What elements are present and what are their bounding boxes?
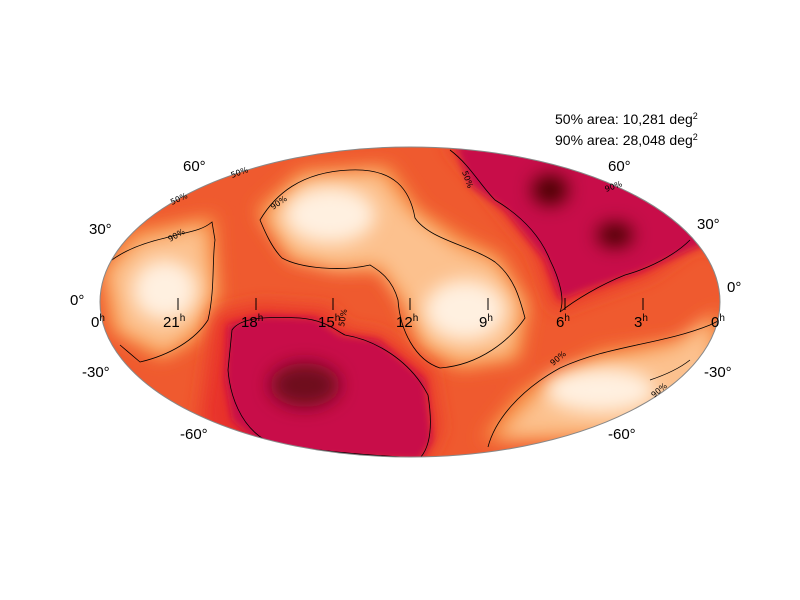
probability-map xyxy=(100,147,720,457)
lat-label-neg30-right: -30° xyxy=(704,364,732,381)
area-90-label: 90% area: 28,048 deg2 xyxy=(555,132,698,148)
contour-90-north xyxy=(259,169,526,369)
ra-label: 6h xyxy=(556,313,570,331)
area-50-label: 50% area: 10,281 deg2 xyxy=(555,111,698,127)
lat-label-30-right: 30° xyxy=(697,216,720,233)
lat-label-neg60-right: -60° xyxy=(608,426,636,443)
lowest-probability-cores xyxy=(133,187,655,412)
ra-label: 21h xyxy=(163,313,186,331)
area-90-text: 90% area: 28,048 deg xyxy=(555,132,693,148)
ra-label: 0h xyxy=(711,313,725,331)
probability-peaks xyxy=(270,175,633,407)
lat-label-60-right: 60° xyxy=(608,158,631,175)
contour-50-corner xyxy=(649,359,691,381)
contour-label-50: 50% xyxy=(337,308,349,327)
contour-50-north xyxy=(449,149,691,313)
ra-label: 18h xyxy=(241,313,264,331)
area-90-sup: 2 xyxy=(692,132,698,142)
ra-label: 15h xyxy=(318,313,341,331)
area-50-sup: 2 xyxy=(692,111,698,121)
map-outline xyxy=(99,146,721,458)
lat-label-neg60-left: -60° xyxy=(180,426,208,443)
ra-label: 0h xyxy=(91,313,105,331)
area-50-text: 50% area: 10,281 deg xyxy=(555,111,693,127)
ra-label: 9h xyxy=(479,313,493,331)
contour-90 xyxy=(100,169,720,448)
lat-label-neg30-left: -30° xyxy=(82,364,110,381)
contour-90-west xyxy=(100,221,216,363)
ra-label: 3h xyxy=(634,313,648,331)
lat-label-0-left: 0° xyxy=(70,292,85,309)
lat-label-60-left: 60° xyxy=(183,158,206,175)
contour-90-south xyxy=(487,319,720,448)
lat-label-0-right: 0° xyxy=(727,279,742,296)
ra-label: 12h xyxy=(396,313,419,331)
ra-ticks xyxy=(177,298,644,310)
lat-label-30-left: 30° xyxy=(89,221,112,238)
